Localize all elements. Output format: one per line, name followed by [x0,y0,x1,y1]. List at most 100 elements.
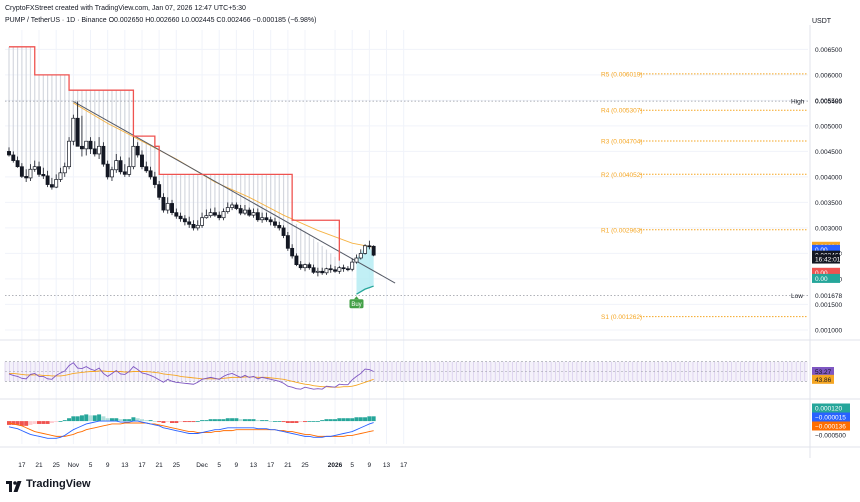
rsi-readout: 43.86 [815,377,832,384]
candle [54,174,59,189]
candle-body [97,145,102,155]
macd-histogram-bar [92,415,97,422]
candle [157,180,162,200]
rsi-readout: 53.27 [815,369,832,376]
candle-body [320,270,325,274]
candle [7,147,11,157]
time-axis-label: 5 [217,462,221,469]
candle [140,150,144,170]
candle-body [221,211,226,219]
candle-body [88,140,93,150]
currency-label[interactable]: USDT [812,18,832,25]
candle-body [345,268,350,271]
candle-body [37,166,41,175]
macd-histogram-bar [358,417,363,422]
macd-histogram-bar [298,421,303,423]
macd-pane: 0.000120 −0.000015 −0.000136 −0.000500 [7,403,850,440]
candle-body [170,203,174,213]
moving-average-line [73,102,374,248]
macd-signal-line [8,422,374,437]
candle-body [101,145,106,165]
time-axis-label: 13 [121,462,129,469]
candle [144,161,149,173]
macd-histogram-bar [139,419,144,422]
candle-body [75,117,80,147]
candle-body [32,166,37,170]
time-axis: 17 21 25 Nov 5 9 13 17 21 25 Dec 5 9 13 17 21 25 2026 5 9 13… [18,462,407,469]
macd-histogram-bar [71,416,76,422]
candle-body [268,219,273,223]
candle [307,262,312,270]
candle-body [208,212,213,217]
brand-name: TradingView [26,478,91,490]
candle-body [337,267,342,272]
macd-histogram-bar [350,418,355,422]
candle-body [19,166,24,177]
candle [11,151,16,163]
candle-body [131,145,136,168]
macd-histogram-bar [45,421,50,424]
macd-histogram-bar [264,420,269,422]
macd-histogram-bar [24,421,29,426]
candle [350,258,355,272]
candle-body [165,203,170,211]
candle-body [294,255,299,265]
candle [170,199,174,216]
candle-body [135,145,140,156]
candle [208,208,213,218]
candle [182,215,187,226]
candle-body [11,154,16,161]
candle [221,208,226,221]
macd-histogram-bar [191,421,196,423]
candle [37,161,41,177]
candle [324,267,329,275]
time-axis-label: Dec [196,462,208,469]
candle [328,264,333,273]
candle-body [92,148,97,155]
candle-body [157,184,162,198]
candle [75,101,80,147]
candle-body [238,208,243,214]
candle [174,208,179,219]
macd-histogram-bar [178,421,183,423]
tradingview-brand[interactable]: TradingView [6,478,91,492]
candle-body [28,168,33,179]
candle-body [174,212,179,217]
level-value: 0.001678 [815,293,842,300]
macd-histogram-bar [37,421,42,424]
candle [285,232,290,251]
macd-histogram-bar [174,421,179,423]
time-axis-label: 5 [89,462,93,469]
macd-histogram-bar [79,415,84,422]
candle-body [127,166,132,175]
macd-histogram-bar [58,421,63,422]
candle [273,217,277,228]
candle-body [41,174,46,177]
time-axis-label: 17 [138,462,146,469]
macd-histogram-bar [204,420,209,422]
macd-histogram-bar [49,421,54,423]
candle-body [212,212,217,216]
candle [200,212,204,228]
macd-histogram-bar [148,420,153,422]
candle [49,177,54,190]
price-axis-label: 0.005000 [815,123,842,130]
macd-histogram-bar [311,421,316,422]
candle-body [122,171,127,175]
candle [212,207,217,217]
price-axis-label: 0.006500 [815,47,842,54]
candle [97,137,102,160]
macd-histogram-bar [118,419,123,422]
macd-line [8,420,374,439]
macd-histogram-bar [131,417,136,422]
macd-histogram-bar [105,418,110,422]
candle [251,208,256,218]
candle [118,156,123,175]
candle-body [367,245,372,248]
candle [345,266,350,272]
macd-histogram-bar [19,421,24,426]
level-value: 0.005485 [815,99,842,106]
candle [92,141,97,157]
